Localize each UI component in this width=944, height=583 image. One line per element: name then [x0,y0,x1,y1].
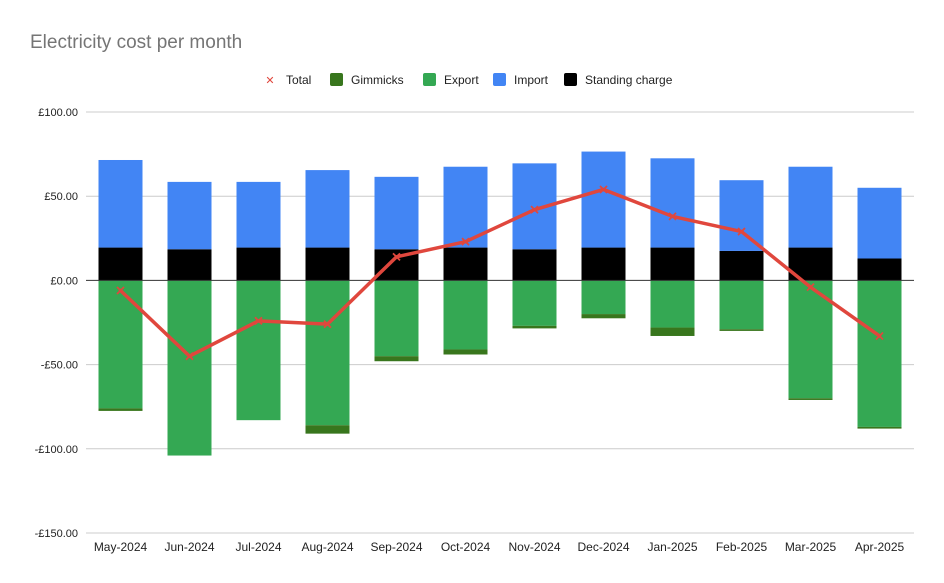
legend: ✕ Total Gimmicks Export Import Standing [265,73,673,87]
y-tick-label: £0.00 [50,275,78,287]
legend-swatch-export [423,73,436,86]
x-tick-label: Feb-2025 [716,540,768,554]
bar-export-mar-2025 [788,280,833,399]
legend-swatch-standing-charge [564,73,577,86]
x-tick-label: Sep-2024 [370,540,422,554]
bar-export-dec-2024 [581,280,626,315]
x-tick-label: Jan-2025 [647,540,697,554]
point-total-nov-2024 [530,205,539,214]
bar-export-apr-2025 [857,280,902,427]
bar-export-may-2024 [98,280,143,409]
x-tick-label: Jun-2024 [164,540,214,554]
point-total-may-2024 [116,286,125,295]
point-total-feb-2025 [737,227,746,236]
x-tick-label: Aug-2024 [301,540,353,554]
bar-import-jun-2024 [167,181,212,250]
bar-export-jan-2025 [650,280,695,328]
point-total-oct-2024 [461,237,470,246]
bar-standing-charge-apr-2025 [857,258,902,281]
bar-standing-charge-jan-2025 [650,247,695,281]
bar-export-oct-2024 [443,280,488,350]
gridlines [86,111,914,534]
point-total-jul-2024 [254,316,263,325]
bar-import-feb-2025 [719,180,764,251]
point-total-apr-2025 [875,331,884,341]
bar-import-sep-2024 [374,176,419,250]
bar-gimmicks-sep-2024 [374,356,419,362]
x-tick-label: May-2024 [94,540,148,554]
legend-label-total: Total [286,73,311,87]
point-total-aug-2024 [323,320,332,329]
bar-standing-charge-aug-2024 [305,247,350,281]
point-total-jun-2024 [185,352,194,361]
bar-gimmicks-nov-2024 [512,325,557,329]
total-line [116,185,884,361]
point-total-sep-2024 [392,252,401,261]
bar-gimmicks-oct-2024 [443,349,488,355]
legend-swatch-import [493,73,506,86]
x-tick-label: Nov-2024 [508,540,560,554]
legend-item-import: Import [493,73,549,87]
legend-label-import: Import [514,73,549,87]
y-tick-label: -£150.00 [35,528,78,540]
bar-gimmicks-dec-2024 [581,314,626,319]
y-tick-label: £50.00 [44,191,78,203]
legend-marker-total: ✕ [265,75,274,87]
bar-import-apr-2025 [857,187,902,259]
legend-item-gimmicks: Gimmicks [330,73,404,87]
bar-standing-charge-oct-2024 [443,247,488,281]
y-tick-label: -£100.00 [35,444,78,456]
line-total [118,187,882,358]
bar-gimmicks-may-2024 [98,408,143,411]
bar-export-jun-2024 [167,280,212,456]
bar-standing-charge-nov-2024 [512,249,557,281]
bar-gimmicks-mar-2025 [788,398,833,400]
bar-gimmicks-jan-2025 [650,327,695,336]
bar-standing-charge-jul-2024 [236,247,281,281]
bar-import-dec-2024 [581,151,626,248]
bar-gimmicks-feb-2025 [719,329,764,331]
bars [98,151,902,456]
bar-import-jan-2025 [650,158,695,248]
y-axis-ticks: £100.00 £50.00 £0.00 -£50.00 -£100.00 -£150.0… [35,107,78,540]
chart-title: Electricity cost per month [30,32,242,53]
legend-item-export: Export [423,73,479,87]
x-tick-label: Dec-2024 [577,540,629,554]
x-tick-label: Jul-2024 [235,540,281,554]
y-tick-label: £100.00 [38,107,78,119]
legend-item-total: ✕ Total [265,73,311,87]
bar-import-may-2024 [98,159,143,248]
x-tick-label: Oct-2024 [441,540,491,554]
bar-gimmicks-aug-2024 [305,425,350,434]
legend-label-standing-charge: Standing charge [585,73,673,87]
x-axis-ticks: May-2024 Jun-2024 Jul-2024 Aug-2024 Sep-2024… [94,540,905,554]
y-tick-label: -£50.00 [41,360,78,372]
bar-export-aug-2024 [305,280,350,426]
point-total-jan-2025 [668,212,677,221]
bar-export-nov-2024 [512,280,557,326]
bar-import-jul-2024 [236,181,281,248]
bar-gimmicks-apr-2025 [857,426,902,429]
bar-export-feb-2025 [719,280,764,330]
bar-export-jul-2024 [236,280,281,421]
x-tick-label: Apr-2025 [855,540,905,554]
legend-label-gimmicks: Gimmicks [351,73,404,87]
bar-export-sep-2024 [374,280,419,357]
bar-standing-charge-dec-2024 [581,247,626,281]
legend-swatch-gimmicks [330,73,343,86]
legend-label-export: Export [444,73,479,87]
x-tick-label: Mar-2025 [785,540,837,554]
point-total-mar-2025 [806,282,815,292]
bar-import-aug-2024 [305,170,350,248]
legend-item-standing-charge: Standing charge [564,73,673,87]
bar-import-mar-2025 [788,166,833,248]
bar-standing-charge-feb-2025 [719,250,764,281]
point-total-dec-2024 [599,185,608,194]
bar-standing-charge-jun-2024 [167,249,212,281]
bar-standing-charge-may-2024 [98,247,143,281]
